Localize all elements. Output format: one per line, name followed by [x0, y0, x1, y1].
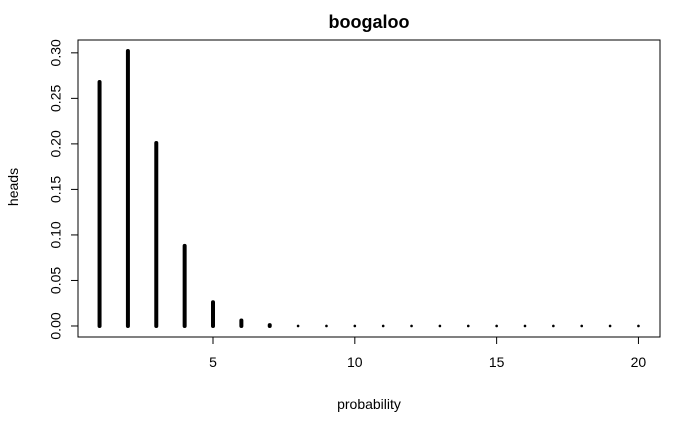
x-axis-label: probability — [337, 396, 401, 412]
bar — [325, 324, 328, 328]
bar — [523, 324, 527, 328]
bar — [466, 324, 470, 328]
y-tick-label: 0.05 — [48, 267, 64, 294]
bar — [381, 324, 385, 328]
y-tick-label: 0.25 — [48, 85, 64, 112]
plot-frame — [77, 39, 661, 338]
y-tick-label: 0.20 — [48, 130, 64, 157]
bar-series — [97, 49, 640, 328]
x-tick-label: 10 — [347, 354, 363, 370]
bar — [410, 324, 413, 328]
bar — [296, 324, 300, 328]
bar — [608, 324, 612, 328]
bar — [552, 324, 555, 328]
bar — [495, 324, 498, 328]
x-tick-label: 20 — [631, 354, 647, 370]
y-tick-label: 0.30 — [48, 39, 64, 66]
y-axis: 0.00 0.05 0.10 0.15 0.20 0.25 0.30 — [48, 39, 79, 340]
bar — [438, 324, 442, 328]
bar — [580, 324, 584, 328]
bar — [353, 324, 357, 328]
y-axis-label: heads — [5, 168, 21, 206]
x-tick-label: 15 — [489, 354, 505, 370]
x-tick-label: 5 — [209, 354, 217, 370]
y-tick-label: 0.00 — [48, 312, 64, 339]
chart-title: boogaloo — [329, 12, 410, 32]
y-tick-label: 0.15 — [48, 176, 64, 203]
y-tick-label: 0.10 — [48, 221, 64, 248]
bar — [637, 324, 640, 328]
x-axis: 5 10 15 20 — [209, 336, 647, 370]
